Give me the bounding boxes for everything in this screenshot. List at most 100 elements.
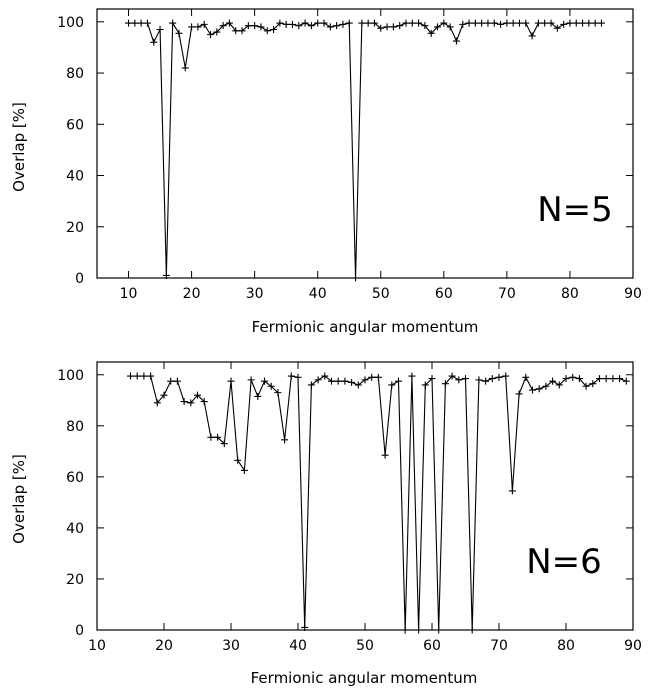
- data-point: [328, 377, 335, 385]
- data-point: [173, 377, 181, 385]
- y-axis-label: Overlap [%]: [10, 454, 28, 544]
- data-point: [213, 28, 221, 36]
- data-point: [452, 37, 460, 45]
- data-point: [320, 19, 328, 27]
- y-tick-label: 100: [57, 368, 84, 384]
- x-tick-label: 20: [155, 638, 173, 654]
- data-point: [434, 23, 442, 31]
- x-tick-label: 80: [561, 286, 579, 302]
- data-point: [287, 372, 295, 380]
- data-point: [502, 372, 510, 380]
- data-point: [427, 29, 435, 37]
- data-point: [219, 22, 227, 30]
- data-point: [314, 19, 322, 27]
- data-point: [267, 382, 275, 390]
- data-point: [446, 23, 454, 31]
- data-point: [160, 391, 168, 399]
- data-point: [569, 373, 577, 381]
- data-point: [448, 372, 456, 380]
- data-point: [389, 23, 397, 31]
- y-tick-label: 40: [66, 521, 84, 537]
- data-point: [484, 19, 492, 27]
- data-point: [622, 377, 630, 385]
- data-point: [301, 623, 309, 631]
- data-point: [497, 20, 505, 28]
- y-tick-label: 100: [57, 15, 84, 31]
- x-tick-label: 40: [289, 638, 307, 654]
- plot-frame: [96, 361, 634, 631]
- data-point: [490, 19, 498, 27]
- x-tick-label: 30: [246, 286, 264, 302]
- data-point: [383, 23, 391, 31]
- data-point: [240, 466, 248, 474]
- data-point: [415, 626, 423, 634]
- data-point: [364, 19, 372, 27]
- x-tick-label: 70: [498, 286, 516, 302]
- y-tick-label: 20: [66, 220, 84, 236]
- data-point: [281, 436, 289, 444]
- data-point: [515, 19, 523, 27]
- data-point: [575, 375, 583, 383]
- data-point: [194, 391, 201, 399]
- y-tick-label: 80: [66, 66, 84, 82]
- x-tick-label: 30: [222, 638, 240, 654]
- data-point: [333, 22, 341, 30]
- data-point: [162, 271, 170, 279]
- data-point: [361, 376, 369, 384]
- data-point: [616, 375, 624, 383]
- data-point: [127, 372, 134, 380]
- data-point: [555, 381, 563, 389]
- y-tick-label: 0: [75, 623, 84, 639]
- data-point: [270, 25, 278, 33]
- data-point: [295, 22, 303, 30]
- data-point: [396, 22, 404, 30]
- data-point: [153, 399, 161, 407]
- x-tick-label: 10: [120, 286, 138, 302]
- data-point: [408, 19, 416, 27]
- chart-panel-n5: N=5 Fermionic angular momentum Overlap […: [10, 8, 642, 336]
- data-point: [261, 377, 268, 385]
- data-point: [475, 376, 483, 384]
- data-point: [585, 19, 593, 27]
- data-point: [515, 390, 523, 398]
- data-point: [254, 392, 262, 400]
- x-tick-label: 60: [423, 638, 441, 654]
- data-point: [589, 380, 597, 388]
- data-point: [181, 64, 189, 72]
- y-tick-label: 80: [66, 419, 84, 435]
- data-point: [244, 22, 252, 30]
- data-point: [345, 19, 353, 27]
- data-point: [535, 385, 543, 393]
- data-point: [609, 375, 617, 383]
- data-point: [441, 380, 449, 388]
- data-point: [428, 375, 436, 383]
- data-point: [194, 23, 202, 31]
- data-point: [307, 22, 315, 30]
- data-point: [368, 373, 376, 381]
- y-tick-label: 20: [66, 572, 84, 588]
- x-tick-label: 50: [372, 286, 390, 302]
- data-point: [352, 274, 360, 282]
- data-point: [509, 19, 517, 27]
- y-tick-label: 60: [66, 470, 84, 486]
- data-point: [220, 440, 228, 448]
- data-point: [282, 20, 290, 28]
- data-point: [503, 19, 511, 27]
- data-point: [169, 19, 177, 27]
- data-point: [341, 377, 349, 385]
- data-point: [156, 25, 164, 33]
- y-tick-label: 0: [75, 271, 84, 287]
- chart-annotation: N=5: [537, 190, 613, 230]
- data-point: [150, 38, 158, 46]
- x-axis-label: Fermionic angular momentum: [252, 318, 479, 336]
- data-point: [508, 487, 516, 495]
- data-point: [553, 24, 561, 32]
- data-point: [188, 23, 196, 31]
- data-point: [288, 20, 296, 28]
- data-point: [276, 19, 284, 27]
- data-point: [339, 20, 347, 28]
- data-point: [602, 375, 610, 383]
- data-point: [326, 23, 334, 31]
- data-point: [263, 27, 271, 35]
- data-point: [488, 375, 496, 383]
